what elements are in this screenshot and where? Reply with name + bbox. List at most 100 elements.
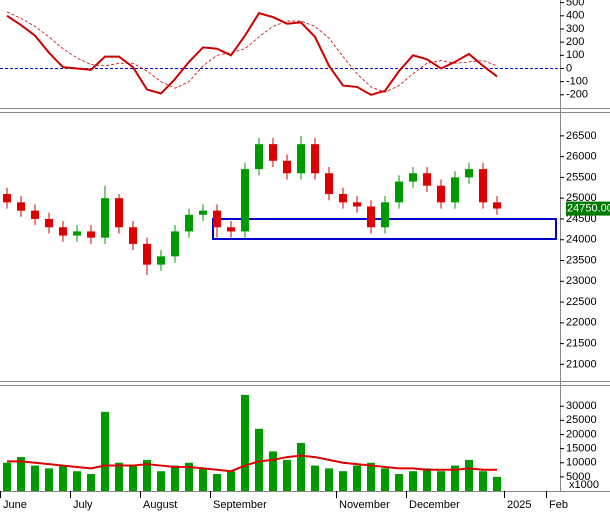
volume-bar [3, 462, 11, 491]
indicator-line [6, 12, 498, 96]
volume-bar [297, 442, 305, 491]
y-tick-label: 26000 [566, 151, 597, 163]
volume-bar [479, 471, 487, 491]
y-tick-label: 10000 [566, 457, 597, 469]
y-tick-label: 25000 [566, 414, 597, 426]
y-tick-label: 15000 [566, 443, 597, 455]
volume-bar [311, 465, 319, 491]
volume-bar [87, 474, 95, 491]
volume-bar [213, 474, 221, 491]
candle-body [73, 231, 81, 236]
volume-bar [157, 471, 165, 491]
y-tick-label: 0 [566, 62, 572, 74]
y-tick-label: 22000 [566, 317, 597, 329]
y-tick-label: 500 [566, 0, 584, 9]
last-price-box [566, 201, 610, 216]
y-tick-label: 20000 [566, 428, 597, 440]
candle-body [227, 227, 235, 232]
y-tick-label: 100 [566, 49, 584, 61]
volume-bar [59, 465, 67, 491]
x-tick-label: 2025 [507, 499, 531, 511]
candle-body [59, 227, 67, 236]
y-tick-label: 24000 [566, 234, 597, 246]
last-price-label: 24750.00 [567, 202, 610, 214]
candle-body [115, 198, 123, 228]
volume-bar [255, 428, 263, 491]
y-tick-label: 23500 [566, 254, 597, 266]
volume-bar [409, 471, 417, 491]
y-tick-label: 24500 [566, 213, 597, 225]
candle-body [157, 256, 165, 265]
volume-bar [227, 471, 235, 491]
candle-body [255, 144, 263, 170]
x-tick-label: June [3, 499, 27, 511]
candle-body [325, 173, 333, 195]
x-tick-label: September [213, 499, 267, 511]
candle-body [129, 227, 137, 244]
candle-body [199, 210, 207, 215]
y-tick-label: 21500 [566, 338, 597, 350]
volume-bar [353, 465, 361, 491]
y-tick-label: 300 [566, 23, 584, 35]
candle-body [87, 231, 95, 238]
candle-body [297, 144, 305, 174]
candle-body [283, 160, 291, 174]
volume-bar [171, 465, 179, 491]
y-tick-label: -100 [566, 76, 588, 88]
volume-bar [185, 462, 193, 491]
candle-body [171, 231, 179, 257]
y-tick-label: 25500 [566, 171, 597, 183]
y-tick-label: -200 [566, 89, 588, 101]
volume-bar [339, 471, 347, 491]
y-tick-label: 5000 [566, 471, 590, 483]
volume-bar [451, 465, 459, 491]
x-tick-label: December [409, 499, 460, 511]
signal-line [6, 11, 498, 93]
volume-bar [143, 459, 151, 491]
candle-body [465, 169, 473, 178]
y-tick-label: 400 [566, 10, 584, 22]
candle-body [479, 169, 487, 203]
candle-body [311, 144, 319, 174]
candle-body [395, 181, 403, 203]
candle-body [451, 177, 459, 203]
candle-body [409, 173, 417, 182]
candle-body [31, 210, 39, 219]
candle-body [367, 206, 375, 228]
volume-bar [17, 457, 25, 491]
candle-body [241, 169, 249, 232]
volume-bar [269, 451, 277, 491]
x-tick-label: Feb [549, 499, 568, 511]
candle-body [185, 214, 193, 232]
y-tick-label: 200 [566, 36, 584, 48]
y-tick-label: 25000 [566, 192, 597, 204]
candle-body [3, 194, 11, 203]
volume-bar [241, 394, 249, 491]
volume-bar [437, 471, 445, 491]
candle-body [213, 210, 221, 228]
candle-body [381, 202, 389, 228]
volume-bar [115, 462, 123, 491]
candle-body [437, 185, 445, 203]
y-tick-label: 23000 [566, 275, 597, 287]
candle-body [17, 202, 25, 211]
candle-body [269, 144, 277, 161]
volume-bar [283, 459, 291, 491]
candle-body [339, 194, 347, 203]
volume-bar [129, 465, 137, 491]
x-tick-label: November [339, 499, 390, 511]
y-tick-label: 30000 [566, 400, 597, 412]
volume-bar [423, 468, 431, 491]
candle-body [45, 218, 53, 228]
volume-bar [493, 476, 501, 491]
volume-bar [199, 468, 207, 491]
y-tick-label: 21000 [566, 358, 597, 370]
volume-ma-line [7, 454, 497, 473]
candle-body [143, 243, 151, 265]
volume-bar [381, 468, 389, 491]
y-tick-label: 26500 [566, 130, 597, 142]
volume-bar [367, 462, 375, 491]
volume-bar [73, 471, 81, 491]
